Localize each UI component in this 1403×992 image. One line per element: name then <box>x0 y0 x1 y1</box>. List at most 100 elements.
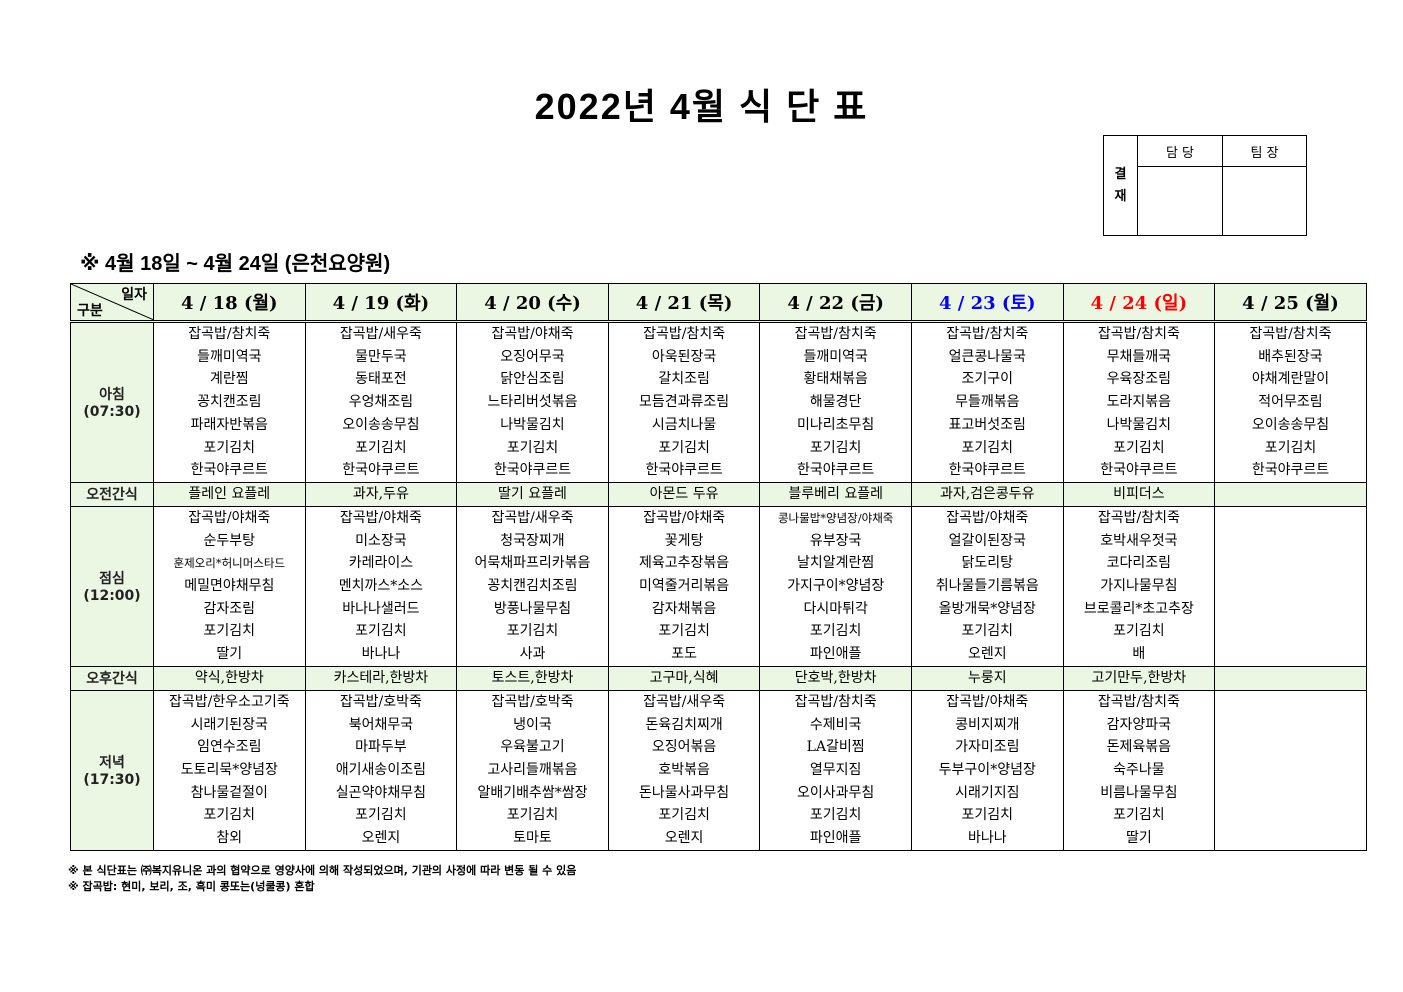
menu-cell: 잡곡밥/호박죽 냉이국 우육불고기 고사리들깨볶음 알배기배추쌈*쌈장 포기김치 토마토 <box>456 689 609 851</box>
menu-cell: 잡곡밥/야채죽 미소장국 카레라이스 멘치까스*소스 바나나샐러드 포기김치 바나나 <box>304 505 458 667</box>
menu-item: 잡곡밥/참치죽 <box>1097 693 1180 710</box>
menu-item: 마파두부 <box>355 739 407 756</box>
menu-item: 우엉채조림 <box>348 394 414 411</box>
menu-item: 비름나물무침 <box>1100 784 1178 801</box>
snack-row: 오전간식 플레인 요플레 과자,두유 딸기 요플레 아몬드 두유 블루베리 요플레 과자,검… <box>70 481 1367 507</box>
day-header: 4 / 18 (월) <box>153 283 306 323</box>
menu-item: 순두부탕 <box>203 532 256 549</box>
menu-item: 멘치까스*소스 <box>338 578 424 595</box>
menu-cell: 콩나물밥*양념장/야채죽 유부장국 날치알계란찜 가지구이*양념장 다시마튀각 포기김치 파… <box>759 505 912 667</box>
menu-item: 과자,검은콩두유 <box>939 486 1035 503</box>
menu-item: 날치알계란찜 <box>797 555 875 572</box>
menu-item: 갈치조림 <box>658 371 710 388</box>
menu-item: 포기김치 <box>961 623 1014 640</box>
row-label-name: 아침 <box>99 387 125 404</box>
menu-item: 적어무조림 <box>1258 394 1323 411</box>
menu-item: 포기김치 <box>658 623 710 640</box>
menu-item: 단호박,한방차 <box>794 669 877 686</box>
snack-row: 오후간식 약식,한방차 카스테라,한방차 토스트,한방차 고구마,식혜 단호박,한방차 누룽… <box>70 665 1367 691</box>
menu-item: 돈제육볶음 <box>1106 739 1172 756</box>
menu-item: 오이송송무침 <box>342 416 420 433</box>
menu-item: 들깨미역국 <box>803 348 868 365</box>
menu-item: 코다리조림 <box>1106 555 1172 572</box>
menu-item: 제육고추장볶음 <box>638 555 730 572</box>
menu-item: 오렌지 <box>664 830 704 847</box>
row-label-time: (12:00) <box>83 588 141 605</box>
menu-item: 토스트,한방차 <box>491 669 574 686</box>
menu-item: 카스테라,한방차 <box>333 669 429 686</box>
menu-cell: 잡곡밥/참치죽 감자양파국 돈제육볶음 숙주나물 비름나물무침 포기김치 딸기 <box>1062 689 1216 851</box>
menu-item: 동태포전 <box>355 371 407 388</box>
menu-item: 잡곡밥/호박죽 <box>491 693 574 710</box>
approval-col-team-lead: 팀 장 <box>1222 135 1307 167</box>
menu-cell: 고구마,식혜 <box>607 665 761 691</box>
menu-cell <box>1214 481 1367 507</box>
menu-cell: 과자,두유 <box>304 481 458 507</box>
menu-item: 잡곡밥/야채죽 <box>946 693 1029 710</box>
menu-item: 꽁치캔김치조림 <box>487 578 578 595</box>
menu-item: 두부구이*양념장 <box>938 761 1036 778</box>
menu-item: 배추된장국 <box>1258 348 1323 365</box>
row-label: 오전간식 <box>70 481 154 507</box>
menu-cell: 토스트,한방차 <box>456 665 609 691</box>
menu-item: 포기김치 <box>506 439 559 456</box>
menu-item: 시금치나물 <box>651 416 717 433</box>
menu-item: 한국야쿠르트 <box>1251 462 1330 479</box>
menu-cell: 잡곡밥/참치죽 얼큰콩나물국 조기구이 무들깨볶음 표고버섯조림 포기김치 한국야쿠르트 <box>910 321 1064 483</box>
menu-item: 시래기된장국 <box>190 716 268 733</box>
row-label-name: 점심 <box>99 571 125 588</box>
menu-item: 고구마,식혜 <box>649 669 719 686</box>
approval-box: 결 재 담 당 팀 장 <box>1103 135 1307 236</box>
menu-item: 브로콜리*초고추장 <box>1083 600 1194 617</box>
menu-item: 가지구이*양념장 <box>787 578 885 595</box>
menu-item: 돈육김치찌개 <box>645 716 723 733</box>
menu-item: 감자양파국 <box>1106 716 1172 733</box>
menu-item: 고사리들깨볶음 <box>487 761 578 778</box>
menu-item: 포기김치 <box>355 439 407 456</box>
menu-item: 잡곡밥/야채죽 <box>491 326 574 342</box>
menu-item: 잡곡밥/새우죽 <box>491 509 574 526</box>
approval-col-manager: 담 당 <box>1137 135 1223 167</box>
approval-sign-team-lead[interactable] <box>1222 166 1307 236</box>
row-label: 오후간식 <box>70 665 154 691</box>
menu-item: 방풍나물무침 <box>493 600 572 617</box>
menu-item: 표고버섯조림 <box>948 416 1026 433</box>
menu-item: 잡곡밥/야채죽 <box>339 509 422 526</box>
menu-item: 미나리초무침 <box>797 416 875 433</box>
corner-category-label: 구분 <box>77 303 103 319</box>
menu-item: 얼갈이된장국 <box>948 532 1026 549</box>
menu-item: 가지나물무침 <box>1100 578 1178 595</box>
menu-cell: 플레인 요플레 <box>153 481 306 507</box>
day-header: 4 / 23 (토) <box>910 283 1064 323</box>
menu-item: 잡곡밥/참치죽 <box>946 326 1029 342</box>
menu-item: 포기김치 <box>203 439 256 456</box>
menu-item: 콩비지찌개 <box>955 716 1020 733</box>
menu-item: 포기김치 <box>809 623 862 640</box>
approval-label: 결 재 <box>1103 135 1138 236</box>
menu-item: 파인애플 <box>809 646 862 663</box>
menu-item: 잡곡밥/호박죽 <box>339 693 422 710</box>
day-header: 4 / 25 (월) <box>1214 283 1367 323</box>
menu-item: 오징어볶음 <box>651 739 717 756</box>
menu-item: 포기김치 <box>1113 439 1165 456</box>
menu-cell: 잡곡밥/한우소고기죽 시래기된장국 임연수조림 도토리묵*양념장 참나물겉절이 포기김치 참… <box>153 689 306 851</box>
row-label: 아침 (07:30) <box>70 321 154 483</box>
day-header: 4 / 19 (화) <box>304 283 458 323</box>
menu-item: 황태채볶음 <box>803 371 868 388</box>
menu-item: 포기김치 <box>1113 623 1165 640</box>
menu-item: 미역줄거리볶음 <box>638 578 730 595</box>
menu-item: 참외 <box>216 830 243 847</box>
menu-cell: 잡곡밥/야채죽 콩비지찌개 가자미조림 두부구이*양념장 시래기지짐 포기김치 바나나 <box>910 689 1064 851</box>
menu-cell <box>1214 689 1367 851</box>
menu-item: 해물경단 <box>809 394 862 411</box>
menu-item: 올방개묵*양념장 <box>938 600 1036 617</box>
menu-item: 포기김치 <box>506 807 559 824</box>
menu-item: 잡곡밥/참치죽 <box>643 326 726 342</box>
menu-item: 바나나 <box>361 646 401 663</box>
header-row: 일자 구분 4 / 18 (월) 4 / 19 (화) 4 / 20 (수) 4 / 21… <box>70 283 1367 323</box>
menu-cell: 딸기 요플레 <box>456 481 609 507</box>
menu-item: 콩나물밥*양념장/야채죽 <box>777 510 894 525</box>
menu-item: 잡곡밥/새우죽 <box>339 326 422 342</box>
menu-item: 한국야쿠르트 <box>493 462 572 479</box>
approval-sign-manager[interactable] <box>1137 166 1223 236</box>
